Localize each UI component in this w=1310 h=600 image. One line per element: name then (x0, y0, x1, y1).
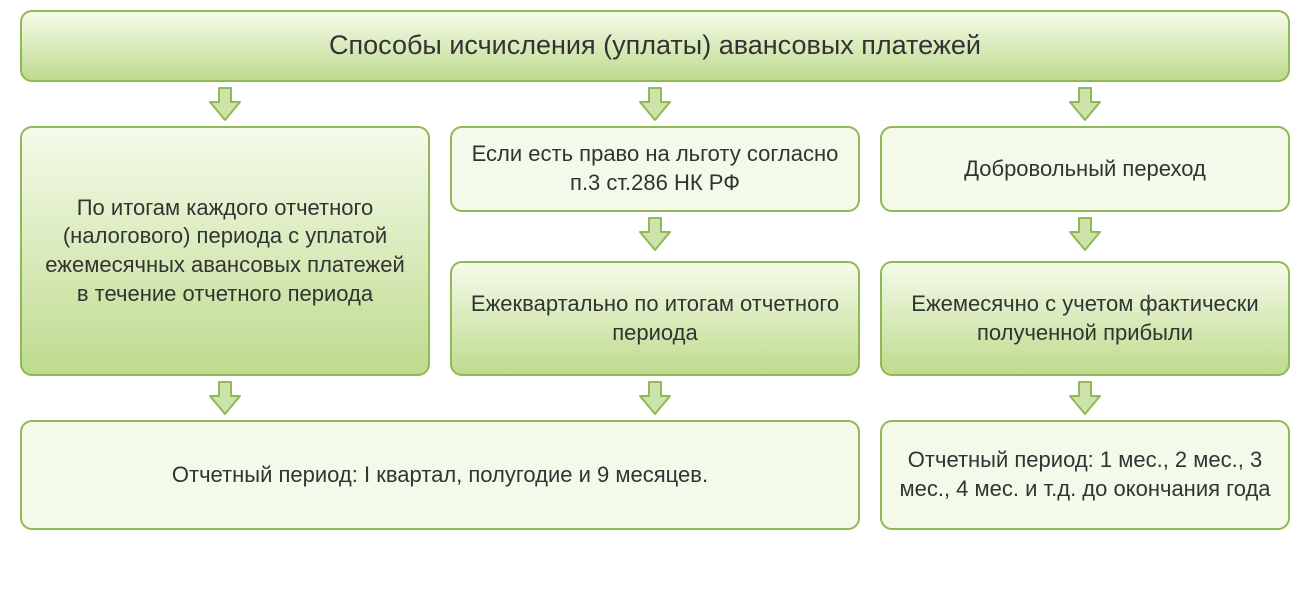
method-2-text: Ежеквартально по итогам отчетного период… (468, 290, 842, 347)
condition-3-text: Добровольный переход (964, 155, 1206, 184)
method-2-box: Ежеквартально по итогам отчетного период… (450, 261, 860, 376)
method-1-text: По итогам каждого отчетного (налогового)… (38, 194, 412, 308)
arrow-down-icon (450, 82, 860, 126)
flowchart-grid: Способы исчисления (уплаты) авансовых пл… (10, 10, 1300, 530)
period-left-text: Отчетный период: I квартал, полугодие и … (172, 461, 708, 490)
condition-2-box: Если есть право на льготу согласно п.3 с… (450, 126, 860, 212)
title-text: Способы исчисления (уплаты) авансовых пл… (329, 28, 981, 63)
arrow-down-icon (880, 376, 1290, 420)
arrow-down-icon (450, 212, 860, 256)
method-3-text: Ежемесячно с учетом фактически полученно… (898, 290, 1272, 347)
period-right-text: Отчетный период: 1 мес., 2 мес., 3 мес.,… (898, 446, 1272, 503)
method-1-box: По итогам каждого отчетного (налогового)… (20, 126, 430, 376)
arrow-down-icon (880, 212, 1290, 256)
arrow-down-icon (20, 82, 430, 126)
arrow-down-icon (880, 82, 1290, 126)
condition-3-box: Добровольный переход (880, 126, 1290, 212)
title-box: Способы исчисления (уплаты) авансовых пл… (20, 10, 1290, 82)
method-3-box: Ежемесячно с учетом фактически полученно… (880, 261, 1290, 376)
period-right-box: Отчетный период: 1 мес., 2 мес., 3 мес.,… (880, 420, 1290, 530)
period-left-box: Отчетный период: I квартал, полугодие и … (20, 420, 860, 530)
arrow-down-icon (20, 376, 430, 420)
condition-2-text: Если есть право на льготу согласно п.3 с… (468, 140, 842, 197)
arrow-down-icon (450, 376, 860, 420)
